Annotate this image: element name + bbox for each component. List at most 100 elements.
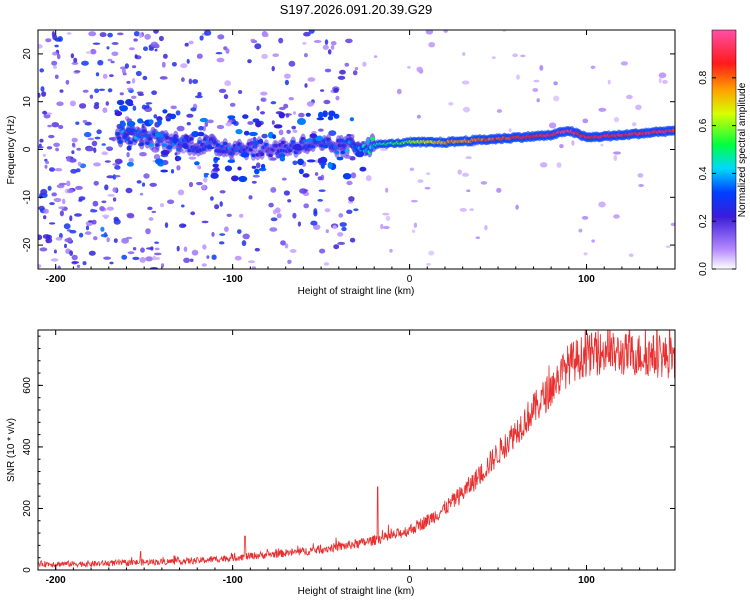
noise-speck (293, 111, 296, 115)
noise-speck (583, 252, 588, 256)
noise-speck (411, 229, 416, 233)
noise-speck (349, 237, 356, 243)
noise-speck (298, 112, 305, 118)
noise-speck (126, 80, 131, 84)
noise-speck (206, 119, 214, 124)
noise-speck (58, 206, 65, 210)
noise-speck (58, 182, 67, 186)
noise-speck (181, 77, 185, 82)
snr-panel: -200 -100 0 100 0 200 400 600 Height of straigh… (6, 329, 676, 597)
noise-speck (46, 146, 53, 150)
ridge-blob (120, 121, 126, 128)
noise-speck (62, 198, 66, 205)
noise-speck (613, 151, 621, 155)
noise-speck (255, 162, 261, 169)
noise-speck (144, 33, 151, 40)
noise-speck (251, 180, 257, 184)
noise-speck (48, 134, 55, 139)
ridge-blob (213, 157, 220, 161)
ridge-blob (302, 173, 310, 178)
noise-speck (40, 192, 48, 198)
noise-speck (181, 224, 187, 227)
noise-speck (280, 240, 286, 246)
noise-speck (135, 70, 142, 77)
noise-speck (64, 243, 67, 249)
noise-speck (285, 113, 290, 118)
ridge-blob (255, 120, 262, 128)
noise-speck (67, 237, 72, 243)
noise-speck (124, 63, 129, 69)
ridge-blob (316, 117, 325, 121)
noise-speck (138, 32, 143, 39)
noise-speck (99, 206, 105, 211)
noise-speck (216, 124, 225, 130)
ridge-blob (227, 159, 236, 163)
noise-speck (127, 251, 135, 255)
noise-speck (303, 53, 308, 58)
noise-speck (38, 234, 43, 241)
noise-speck (658, 72, 667, 79)
noise-speck (153, 114, 158, 119)
noise-speck (104, 184, 109, 191)
noise-speck (273, 209, 277, 215)
noise-speck (54, 168, 63, 172)
y-tick-label: 200 (22, 500, 33, 517)
ridge-blob (248, 131, 258, 137)
noise-speck (322, 44, 329, 50)
noise-speck (353, 208, 359, 212)
noise-speck (188, 156, 197, 160)
ridge-blob (317, 158, 322, 164)
noise-speck (297, 221, 301, 227)
noise-speck (409, 167, 415, 171)
ridge-core (370, 137, 375, 141)
noise-speck (45, 160, 50, 165)
noise-speck (219, 233, 226, 236)
noise-speck (42, 110, 48, 115)
noise-speck (151, 90, 158, 95)
noise-speck (132, 256, 140, 261)
ridge-blob (260, 163, 266, 170)
noise-speck (84, 121, 92, 126)
ridge-blob (349, 117, 354, 122)
noise-speck (128, 158, 134, 163)
noise-speck (86, 51, 92, 54)
noise-speck (201, 263, 207, 267)
noise-speck (620, 61, 629, 66)
noise-speck (154, 48, 158, 52)
ridge-blob (160, 169, 169, 173)
noise-speck (252, 174, 260, 178)
noise-speck (82, 261, 87, 266)
noise-speck (462, 172, 469, 177)
ridge-blob (148, 119, 154, 125)
noise-speck (327, 49, 332, 55)
noise-speck (76, 264, 81, 268)
colorbar-tick-label: 0.6 (698, 118, 709, 132)
noise-speck (310, 220, 318, 226)
ridge-core (138, 134, 143, 139)
noise-speck (161, 263, 165, 268)
noise-speck (520, 54, 526, 58)
noise-speck (613, 155, 618, 161)
noise-speck (211, 232, 215, 237)
noise-speck (380, 148, 388, 152)
noise-speck (112, 187, 118, 193)
ridge-blob (342, 173, 352, 180)
noise-speck (145, 228, 151, 235)
noise-speck (337, 232, 344, 237)
noise-speck (57, 265, 61, 269)
noise-speck (148, 217, 154, 221)
noise-speck (170, 105, 177, 110)
noise-speck (158, 35, 164, 42)
ridge-blob (273, 124, 283, 129)
figure-title: S197.2026.091.20.39.G29 (280, 2, 433, 17)
noise-speck (553, 95, 560, 102)
noise-speck (143, 46, 148, 51)
noise-speck (199, 35, 204, 41)
noise-speck (38, 264, 42, 269)
noise-speck (224, 226, 229, 232)
noise-speck (459, 208, 467, 212)
noise-speck (107, 32, 113, 38)
noise-speck (515, 204, 519, 210)
noise-speck (42, 153, 47, 157)
ridge-core (259, 152, 265, 157)
